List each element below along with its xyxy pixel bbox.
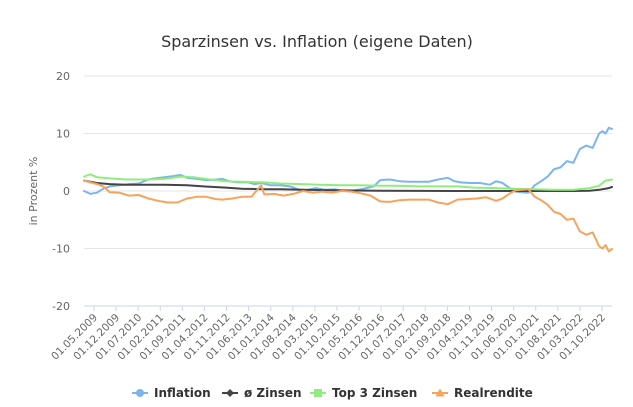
series-layer [83,126,613,253]
y-tick-label: -20 [52,300,70,313]
legend-label: ø Zinsen [244,386,302,400]
diamond-marker-icon [226,389,234,397]
legend[interactable]: Inflation ø Zinsen Top 3 Zinsen Realrendite [132,386,533,400]
series-line-top3 [83,173,613,191]
y-tick-label: -10 [52,243,70,256]
y-axis: 20 10 0 -10 -20 [52,70,70,313]
square-marker-icon [314,389,322,397]
y-tick-label: 10 [56,128,70,141]
legend-label: Top 3 Zinsen [332,386,417,400]
y-tick-label: 20 [56,70,70,83]
triangle-marker-icon [435,388,445,397]
y-tick-label: 0 [63,185,70,198]
legend-label: Realrendite [454,386,533,400]
chart-title: Sparzinsen vs. Inflation (eigene Daten) [161,32,473,51]
series-line-zinsen [83,179,613,192]
legend-item-realrendite[interactable]: Realrendite [432,386,533,400]
legend-item-top3[interactable]: Top 3 Zinsen [310,386,417,400]
legend-label: Inflation [154,386,211,400]
circle-marker-icon [136,389,144,397]
legend-item-inflation[interactable]: Inflation [132,386,211,400]
series-line-realrendite [83,179,613,253]
legend-item-zinsen[interactable]: ø Zinsen [222,386,302,400]
y-axis-label: in Prozent % [27,157,40,226]
x-axis: 01.05.200901.12.200901.07.201001.02.2011… [49,305,612,363]
